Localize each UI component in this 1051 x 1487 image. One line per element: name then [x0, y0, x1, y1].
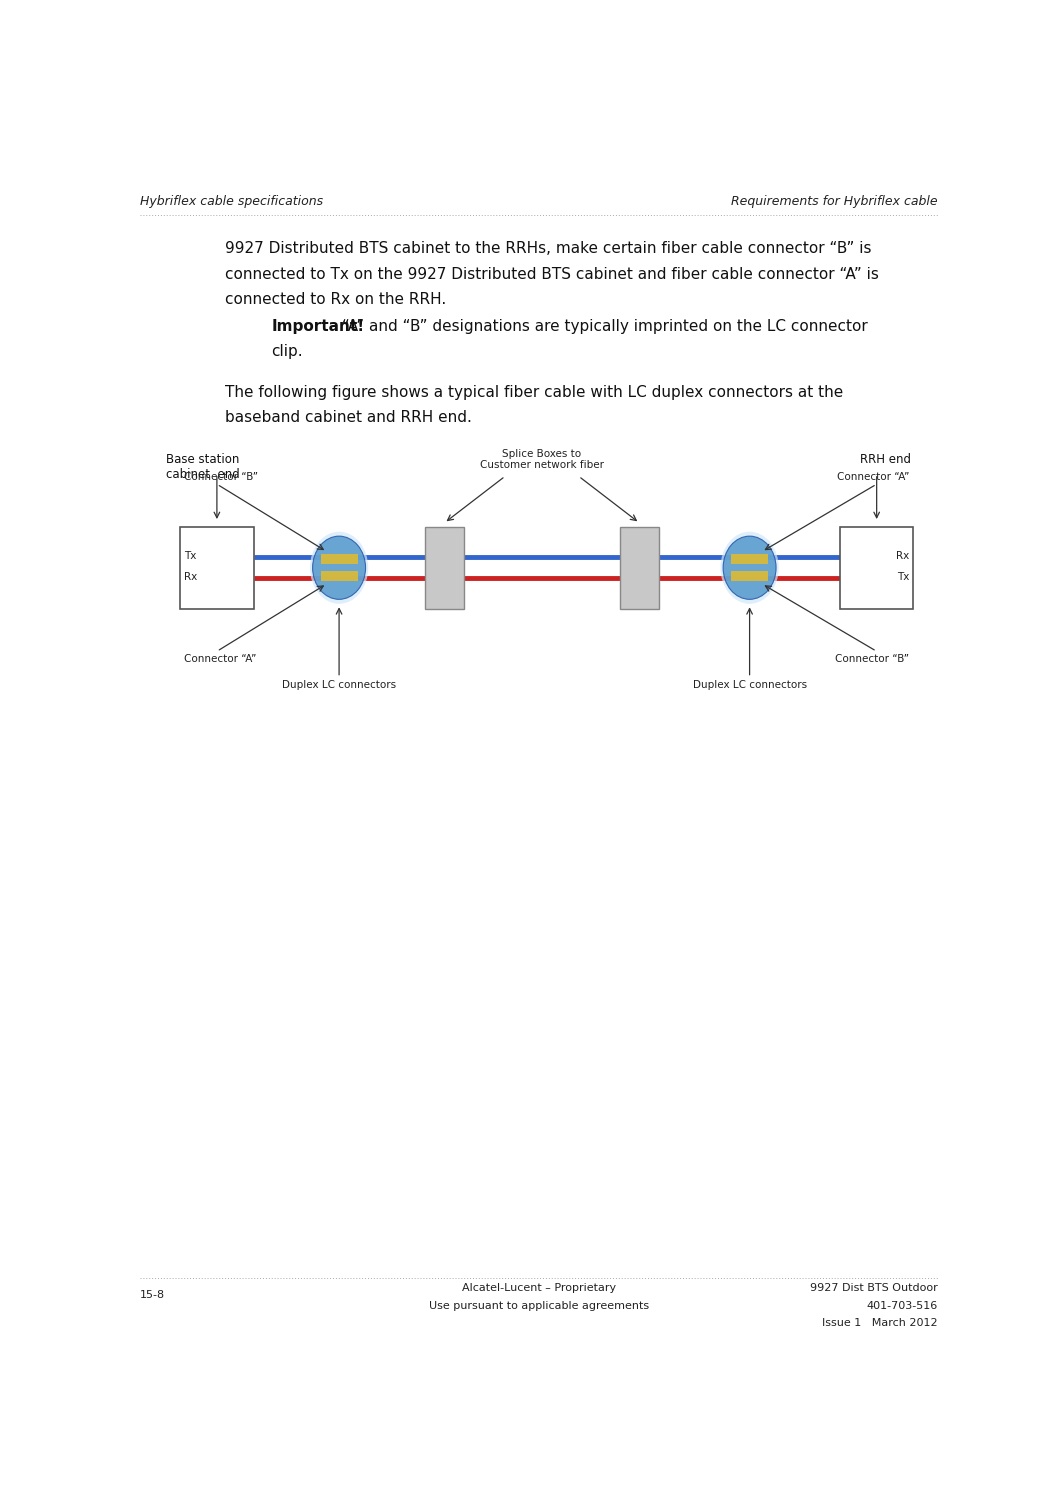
- Text: Connector “B”: Connector “B”: [184, 471, 259, 482]
- Ellipse shape: [310, 532, 368, 604]
- Text: Requirements for Hybriflex cable: Requirements for Hybriflex cable: [731, 195, 937, 208]
- Text: Splice Boxes to
Customer network fiber: Splice Boxes to Customer network fiber: [480, 449, 604, 470]
- Ellipse shape: [723, 537, 776, 599]
- Bar: [840, 526, 913, 610]
- Text: clip.: clip.: [271, 345, 303, 360]
- Text: Rx: Rx: [897, 552, 909, 561]
- Text: connected to Tx on the 9927 Distributed BTS cabinet and fiber cable connector “A: connected to Tx on the 9927 Distributed …: [225, 266, 879, 281]
- Text: connected to Rx on the RRH.: connected to Rx on the RRH.: [225, 291, 447, 306]
- Ellipse shape: [312, 537, 366, 599]
- Bar: [321, 555, 357, 564]
- Text: 9927 Distributed BTS cabinet to the RRHs, make certain fiber cable connector “B”: 9927 Distributed BTS cabinet to the RRHs…: [225, 241, 871, 256]
- Text: Duplex LC connectors: Duplex LC connectors: [282, 680, 396, 690]
- Text: Rx: Rx: [184, 572, 198, 581]
- Text: The following figure shows a typical fiber cable with LC duplex connectors at th: The following figure shows a typical fib…: [225, 385, 843, 400]
- Bar: [731, 555, 768, 564]
- Text: Use pursuant to applicable agreements: Use pursuant to applicable agreements: [429, 1301, 648, 1310]
- Text: Alcatel-Lucent – Proprietary: Alcatel-Lucent – Proprietary: [461, 1283, 616, 1294]
- Bar: [321, 571, 357, 581]
- Text: baseband cabinet and RRH end.: baseband cabinet and RRH end.: [225, 410, 472, 425]
- Bar: [425, 526, 463, 610]
- Bar: [731, 571, 768, 581]
- Text: “A” and “B” designations are typically imprinted on the LC connector: “A” and “B” designations are typically i…: [336, 320, 867, 335]
- Text: Connector “B”: Connector “B”: [836, 654, 909, 663]
- Text: 9927 Dist BTS Outdoor: 9927 Dist BTS Outdoor: [810, 1283, 937, 1294]
- Text: Connector “A”: Connector “A”: [837, 471, 909, 482]
- Text: Issue 1   March 2012: Issue 1 March 2012: [822, 1317, 937, 1328]
- Text: Connector “A”: Connector “A”: [184, 654, 256, 663]
- Bar: [620, 526, 659, 610]
- Text: Hybriflex cable specifications: Hybriflex cable specifications: [140, 195, 323, 208]
- Text: 15-8: 15-8: [140, 1289, 165, 1300]
- Text: Base station
cabinet  end: Base station cabinet end: [166, 454, 240, 482]
- Text: Important!: Important!: [271, 320, 365, 335]
- Text: 401-703-516: 401-703-516: [866, 1301, 937, 1310]
- Bar: [181, 526, 253, 610]
- Ellipse shape: [721, 532, 779, 604]
- Text: Duplex LC connectors: Duplex LC connectors: [693, 680, 807, 690]
- Text: RRH end: RRH end: [860, 454, 911, 467]
- Text: Tx: Tx: [897, 572, 909, 581]
- Text: Tx: Tx: [184, 552, 197, 561]
